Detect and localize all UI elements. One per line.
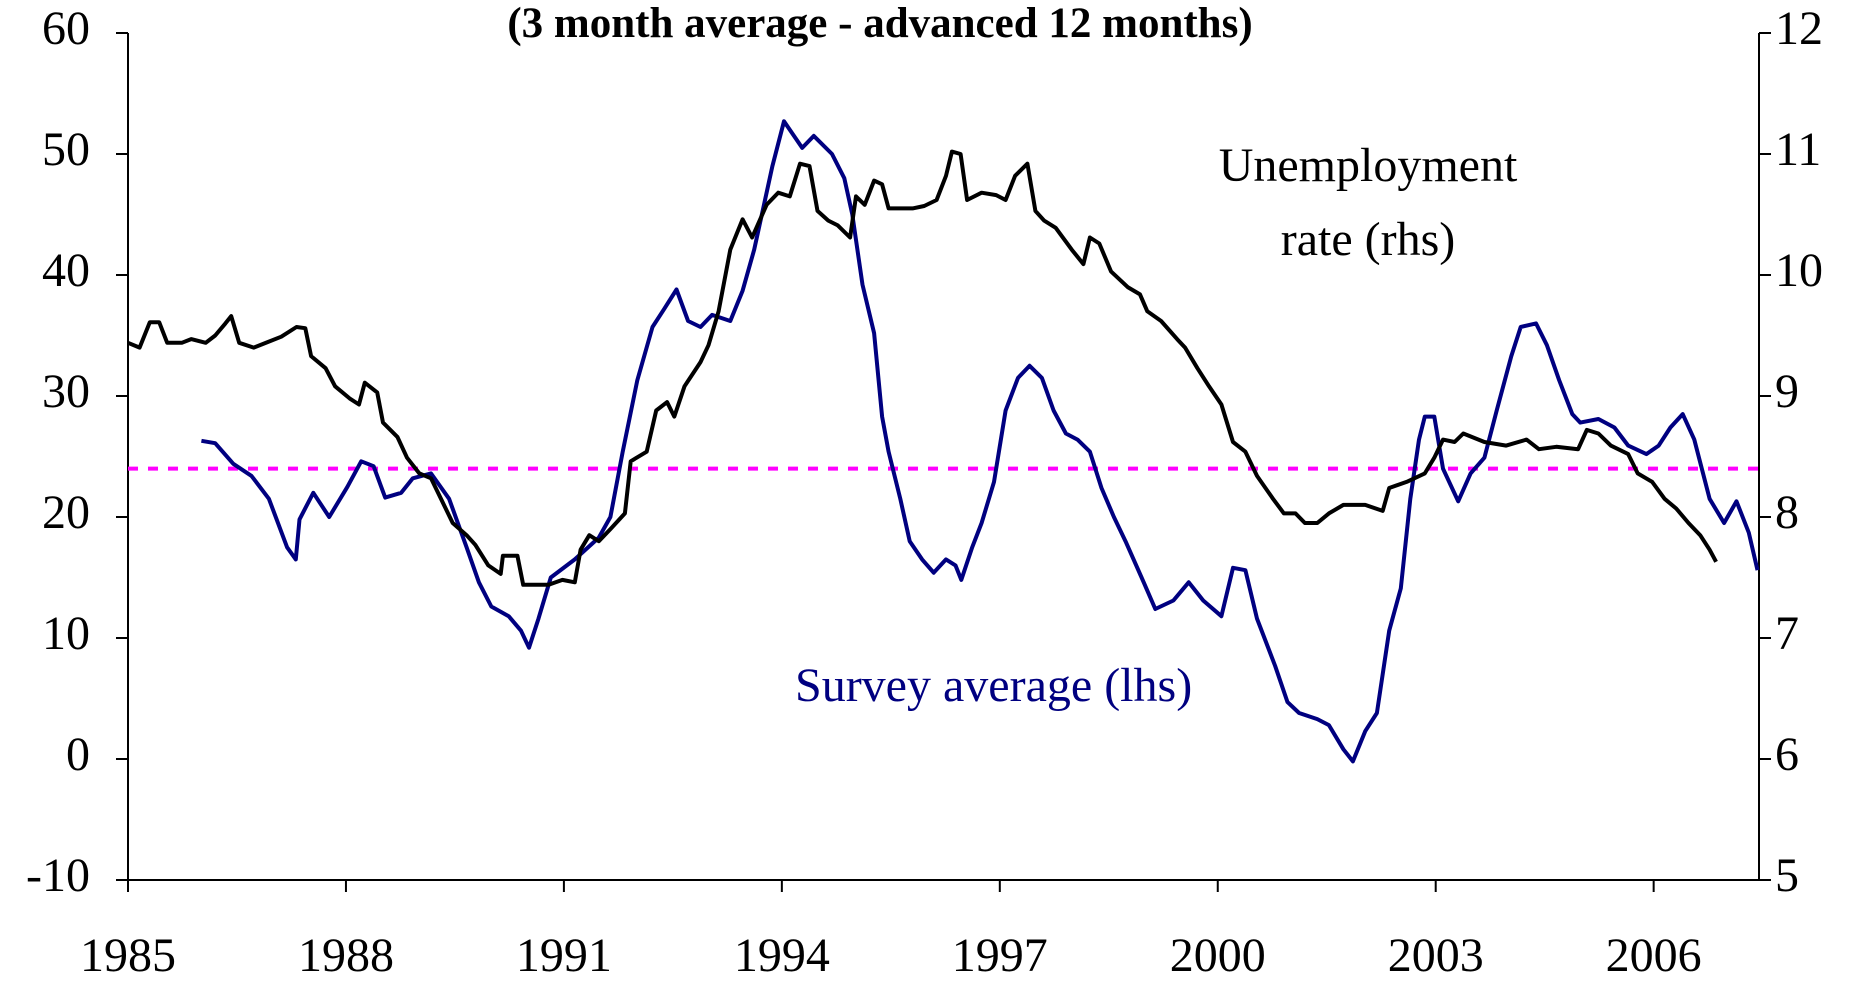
annotation: Unemployment <box>1219 139 1518 192</box>
y2-tick-label: 7 <box>1775 607 1799 660</box>
x-tick-label: 1985 <box>80 929 176 982</box>
data-line <box>127 149 1718 587</box>
y-tick-label: 0 <box>66 728 90 781</box>
y-tick-label: 20 <box>42 486 90 539</box>
x-tick-label: 2006 <box>1606 929 1702 982</box>
y2-tick-label: 12 <box>1775 2 1823 55</box>
annotation: Survey average (lhs) <box>795 659 1192 712</box>
y2-tick-label: 6 <box>1775 728 1799 781</box>
y2-tick-label: 8 <box>1775 486 1799 539</box>
data-line <box>201 119 1760 764</box>
chart-title: (3 month average - advanced 12 months) <box>507 0 1252 47</box>
y-tick-label: 40 <box>42 244 90 297</box>
x-tick-label: 2000 <box>1170 929 1266 982</box>
y-tick-label: 60 <box>42 2 90 55</box>
y-tick-label: 10 <box>42 607 90 660</box>
y2-tick-label: 5 <box>1775 849 1799 902</box>
x-tick-label: 1997 <box>952 929 1048 982</box>
x-tick-label: 1988 <box>298 929 394 982</box>
y-tick-label: 50 <box>42 123 90 176</box>
x-tick-label: 1991 <box>516 929 612 982</box>
y2-tick-label: 11 <box>1775 123 1821 176</box>
x-tick-label: 1994 <box>734 929 830 982</box>
y-tick-label: -10 <box>26 849 90 902</box>
y2-tick-label: 9 <box>1775 365 1799 418</box>
annotation: rate (rhs) <box>1281 213 1456 266</box>
y-tick-label: 30 <box>42 365 90 418</box>
x-tick-label: 2003 <box>1388 929 1484 982</box>
y2-tick-label: 10 <box>1775 244 1823 297</box>
